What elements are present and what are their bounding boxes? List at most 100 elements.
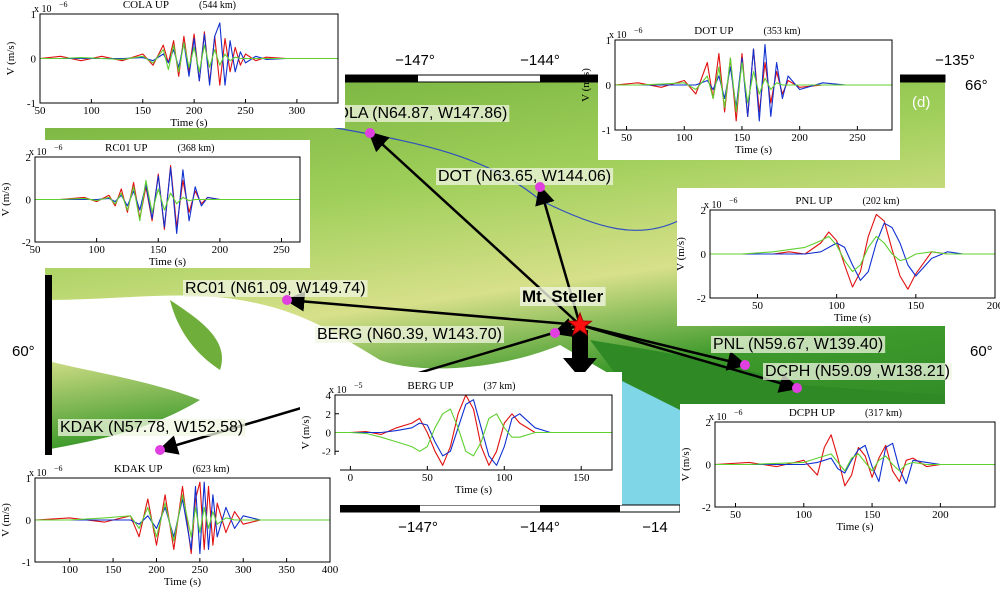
waveform [35,167,300,235]
y-tick-label: 2 [326,409,332,421]
scale-bar [540,75,620,82]
y-tick-label: -2 [22,237,31,249]
lon-label: −144° [520,52,560,69]
station [282,295,292,305]
y-exponent-power: −6 [54,464,63,473]
station-label: BERG (N60.39, W143.70) [317,326,502,343]
station [792,383,802,393]
inset-background [300,372,622,505]
x-axis-label: Time (s) [834,312,872,324]
coast [590,340,945,410]
plot-frame [34,156,301,243]
x-tick-label: 300 [235,564,252,576]
station-label: PNL (N59.67, W139.40) [713,336,883,353]
x-tick-label: 200 [186,105,203,117]
station [155,445,165,455]
waveform [715,442,995,485]
scale-bar [900,75,945,82]
x-tick-label: 150 [105,564,122,576]
chart-subtitle: (317 km) [865,408,902,419]
label-bg [520,287,606,306]
y-tick-label: 0 [706,460,712,472]
plot-frame [709,209,996,299]
lon-label: −14 [642,519,667,536]
inset-chart: RC01 UP (368 km) x 10 −6 Time (s) V (m/s) 50 10… [0,140,310,268]
chart-title: DOT UP [694,25,733,37]
panel-label: (d) [912,94,930,111]
station-label: COLA (N64.87, W147.86) [325,105,507,122]
x-axis-label: Time (s) [164,576,202,588]
label-bg [436,168,614,185]
station-label: RC01 (N61.09, W149.74) [185,280,366,297]
waveform [40,22,338,86]
chart-title: RC01 UP [105,142,148,154]
x-tick-label: 100 [61,564,78,576]
station-label: DCPH (N59.09 ,W138.21) [765,363,950,380]
x-tick-label: 100 [88,244,105,256]
label-bg [183,280,368,297]
arrow [579,323,800,393]
waveform [35,481,330,555]
inset-background [0,455,340,589]
x-tick-label: 50 [30,244,42,256]
y-tick-label: 1 [26,473,32,485]
x-tick-label: 150 [135,105,152,117]
peninsula [170,300,222,370]
x-tick-label: 200 [987,300,1000,312]
waveform [335,399,612,466]
y-exponent: x 10 [329,385,347,396]
chart-title: KDAK UP [114,463,163,475]
x-tick-label: 250 [849,132,866,144]
x-tick-label: 50 [730,509,742,521]
chart-subtitle: (368 km) [178,143,215,154]
arrow [579,323,748,371]
waveform [40,42,338,73]
y-tick-label: -2 [697,293,706,305]
x-tick-label: 50 [422,472,434,484]
y-exponent: x 10 [709,412,727,423]
y-axis-label: V (m/s) [680,447,692,481]
y-exponent-power: −6 [729,196,738,205]
map-annotations: −147° −144° −135° 66° 60° 60° −147° −144° −14 (d)… [12,52,993,536]
x-tick-label: 50 [621,132,633,144]
y-tick-label: -1 [22,557,31,569]
x-tick-label: 200 [212,244,229,256]
y-axis-label: V (m/s) [300,415,312,449]
y-exponent-power: −6 [59,0,68,9]
y-tick-label: 0 [26,195,32,207]
y-axis-label: V (m/s) [675,237,687,271]
scale-bar [45,275,52,505]
waveform [710,213,995,290]
lon-label: −147° [398,519,438,536]
down-arrow [563,330,597,378]
scale-bar [340,505,420,512]
y-exponent: x 10 [29,468,47,479]
station [550,328,560,338]
x-tick-label: 300 [289,105,306,117]
x-axis-label: Time (s) [170,117,208,129]
plot-frame [714,421,996,508]
plot-frame [614,39,893,131]
station-label: DOT (N63.65, W144.06) [438,168,611,185]
y-exponent-power: −6 [634,26,643,35]
x-tick-label: 100 [676,132,693,144]
x-tick-label: 150 [864,509,881,521]
x-axis-label: Time (s) [836,521,874,533]
station-label: KDAK (N57.78, W152.58) [60,419,243,436]
inset-background [0,0,345,128]
inset-chart: BERG UP (37 km) x 10 −5 Time (s) V (m/s) 0 50 10… [300,372,622,505]
y-tick-label: 0 [26,515,32,527]
scale-bar [318,75,418,82]
x-tick-label: 0 [348,472,354,484]
arrow [284,291,581,327]
inset-background [0,140,310,268]
y-tick-label: -2 [702,502,711,514]
lat-label: 66° [965,77,988,94]
plot-frame [34,477,331,563]
y-axis-label: V (m/s) [580,68,592,102]
lon-label: −135° [935,52,975,69]
waveform [615,43,892,122]
chart-title: COLA UP [123,0,169,11]
